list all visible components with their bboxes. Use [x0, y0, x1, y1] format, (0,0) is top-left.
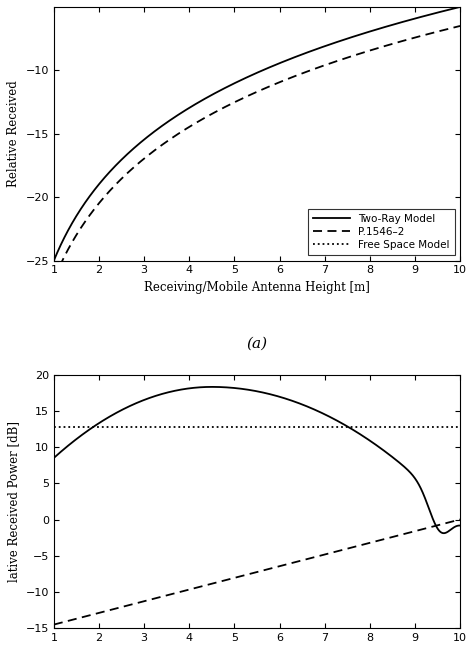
- Y-axis label: lative Received Power [dB]: lative Received Power [dB]: [7, 421, 20, 582]
- Text: (a): (a): [246, 337, 267, 350]
- Legend: Two-Ray Model, P.1546–2, Free Space Model: Two-Ray Model, P.1546–2, Free Space Mode…: [308, 209, 455, 255]
- Y-axis label: Relative Received: Relative Received: [7, 81, 20, 187]
- X-axis label: Receiving/Mobile Antenna Height [m]: Receiving/Mobile Antenna Height [m]: [144, 281, 370, 294]
